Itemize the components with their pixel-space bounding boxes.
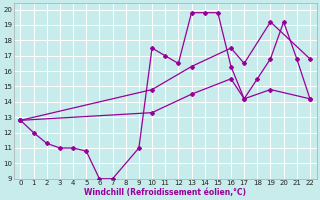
X-axis label: Windchill (Refroidissement éolien,°C): Windchill (Refroidissement éolien,°C) [84,188,246,197]
